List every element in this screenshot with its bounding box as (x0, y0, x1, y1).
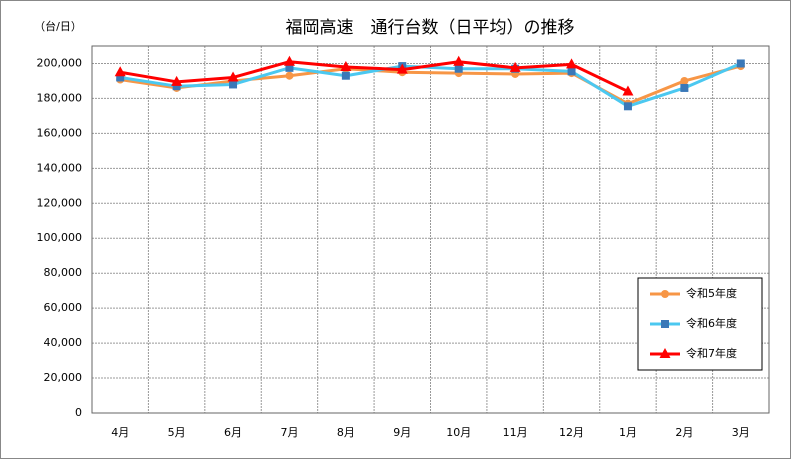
marker (661, 290, 669, 298)
plot-border (91, 45, 770, 414)
marker (680, 76, 689, 85)
legend-label: 令和5年度 (686, 286, 737, 300)
x-tick-label: 9月 (393, 426, 411, 439)
x-tick-label: 4月 (111, 426, 129, 439)
marker (396, 63, 408, 74)
marker (341, 71, 350, 80)
marker (736, 59, 745, 68)
x-tick-label: 1月 (619, 426, 637, 439)
marker (340, 60, 352, 71)
x-tick-label: 11月 (503, 426, 528, 439)
marker (680, 83, 689, 92)
marker (285, 63, 294, 72)
marker (567, 67, 576, 76)
x-tick-label: 7月 (280, 426, 298, 439)
x-tick-label: 3月 (732, 426, 750, 439)
series-line (119, 64, 742, 106)
marker (623, 102, 632, 111)
x-tick-label: 5月 (168, 426, 186, 439)
marker (229, 80, 238, 89)
marker (453, 55, 465, 66)
y-tick-label: 160,000 (37, 126, 83, 139)
y-tick-label: 200,000 (37, 56, 83, 69)
y-tick-label: 40,000 (44, 336, 83, 349)
marker (283, 55, 295, 66)
x-tick-label: 10月 (446, 426, 471, 439)
y-tick-label: 100,000 (37, 231, 83, 244)
marker (172, 82, 181, 91)
series-line (119, 62, 742, 108)
y-tick-label: 120,000 (37, 196, 83, 209)
y-tick-label: 80,000 (44, 266, 83, 279)
marker (171, 75, 183, 86)
marker (285, 71, 294, 80)
marker (509, 61, 521, 72)
y-unit: （台/日） (34, 19, 82, 33)
x-tick-label: 6月 (224, 426, 242, 439)
y-tick-label: 0 (75, 406, 82, 419)
legend-label: 令和6年度 (686, 316, 737, 330)
marker (566, 58, 578, 69)
y-tick-label: 20,000 (44, 371, 83, 384)
x-tick-label: 12月 (559, 426, 584, 439)
x-tick-label: 2月 (675, 426, 693, 439)
series-line (119, 60, 629, 93)
y-tick-label: 60,000 (44, 301, 83, 314)
marker (227, 71, 239, 82)
marker (454, 64, 463, 73)
legend-label: 令和7年度 (686, 346, 737, 360)
marker (659, 348, 671, 358)
chart-title: 福岡高速 通行台数（日平均）の推移 (286, 18, 575, 38)
x-tick-label: 8月 (337, 426, 355, 439)
marker (114, 66, 126, 77)
marker (622, 85, 634, 96)
y-tick-label: 180,000 (37, 91, 83, 104)
marker (116, 73, 125, 82)
marker (661, 320, 669, 328)
y-tick-label: 140,000 (37, 161, 83, 174)
